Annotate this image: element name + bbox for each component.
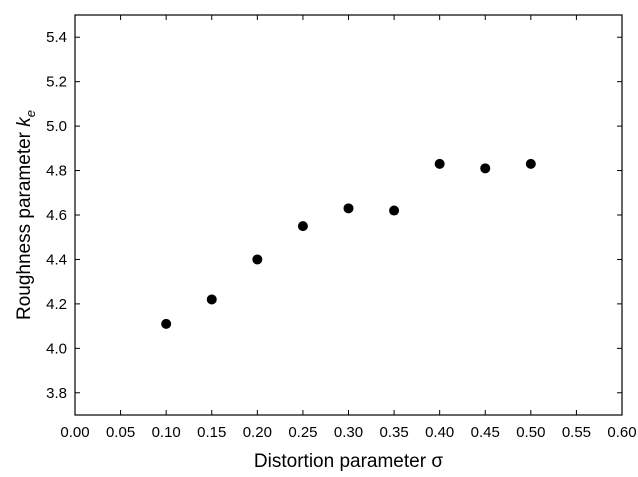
x-tick-label: 0.15 — [197, 424, 226, 441]
x-tick-label: 0.05 — [106, 424, 135, 441]
data-point — [297, 221, 308, 232]
y-tick-label: 4.8 — [46, 163, 67, 180]
x-tick-label: 0.00 — [60, 424, 89, 441]
x-tick-label: 0.35 — [379, 424, 408, 441]
y-tick-label: 3.8 — [46, 385, 67, 402]
data-point — [161, 318, 172, 329]
y-tick-label: 4.0 — [46, 340, 67, 357]
x-tick-label: 0.20 — [243, 424, 272, 441]
x-tick-label: 0.45 — [471, 424, 500, 441]
x-tick-label: 0.40 — [425, 424, 454, 441]
data-point — [252, 254, 263, 265]
data-point — [206, 294, 217, 305]
data-points — [161, 158, 536, 329]
y-tick-label: 4.4 — [46, 251, 67, 268]
x-tick-label: 0.50 — [516, 424, 545, 441]
data-point — [434, 158, 445, 169]
x-tick-label: 0.30 — [334, 424, 363, 441]
data-point — [343, 203, 354, 214]
y-tick-label: 4.6 — [46, 207, 67, 224]
data-point — [480, 163, 491, 174]
x-axis-ticks: 0.00 0.05 0.10 0.15 0.20 0.25 0.30 0.35 0.40 0.45… — [60, 15, 637, 441]
y-axis-title-subscript: e — [23, 110, 38, 117]
x-tick-label: 0.55 — [562, 424, 591, 441]
y-tick-label: 5.4 — [46, 29, 67, 46]
x-tick-label: 0.10 — [152, 424, 181, 441]
data-point — [525, 158, 536, 169]
y-tick-label: 4.2 — [46, 296, 67, 313]
y-tick-label: 5.0 — [46, 118, 67, 135]
y-axis-title-symbol: k — [14, 116, 35, 127]
y-axis-title-text: Roughness parameter — [14, 127, 35, 320]
x-tick-label: 0.60 — [607, 424, 636, 441]
y-axis-title: Roughness parameter ke — [14, 110, 38, 320]
y-axis-ticks: 3.8 4.0 4.2 4.4 4.6 4.8 5.0 5.2 5.4 — [46, 29, 622, 402]
data-point — [389, 205, 400, 216]
x-axis-title: Distortion parameter σ — [254, 451, 443, 472]
plot-frame — [74, 14, 623, 416]
x-tick-label: 0.25 — [288, 424, 317, 441]
y-tick-label: 5.2 — [46, 74, 67, 91]
